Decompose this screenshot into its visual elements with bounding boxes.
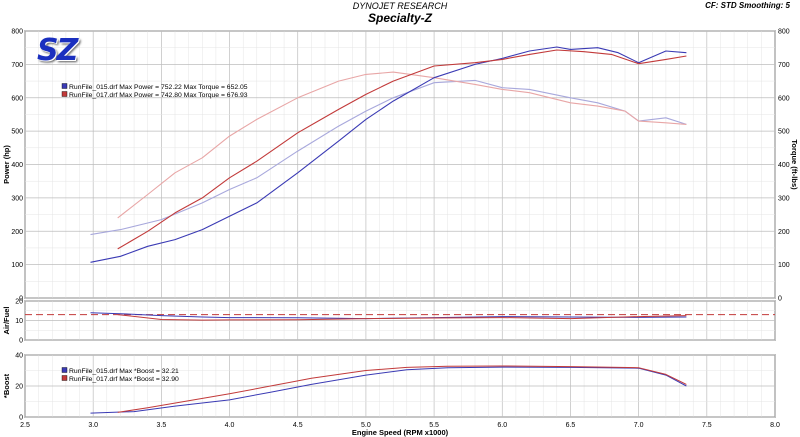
y2-axis-label-power-torque: Torque (ft-lbs): [790, 139, 799, 190]
y2-tick-label-power-torque: 700: [778, 62, 790, 69]
power-legend-swatch: [61, 83, 68, 89]
sz-logo: SZ: [37, 34, 111, 68]
x-tick-label: 4.0: [225, 422, 235, 429]
y-tick-label-air-fuel: 10: [15, 318, 23, 325]
y-tick-label-power-torque: 200: [11, 229, 23, 236]
y2-tick-label-power-torque: 200: [778, 229, 790, 236]
power-legend-entry: RunFile_017.drf Max Power = 742.80 Max T…: [69, 92, 248, 99]
y-tick-label-power-torque: 700: [11, 62, 23, 69]
afr-line-run17: [117, 314, 687, 321]
y-tick-label-air-fuel: 0: [19, 338, 23, 345]
y2-tick-label-power-torque: 500: [778, 129, 790, 136]
x-tick-label: 5.5: [429, 422, 439, 429]
x-tick-label: 2.5: [20, 422, 30, 429]
y-tick-label-power-torque: 800: [11, 29, 23, 36]
y2-tick-label-power-torque: 800: [778, 29, 790, 36]
y-tick-label-power-torque: 600: [11, 95, 23, 102]
boost-legend-entry: RunFile_015.drf Max *Boost = 32.21: [69, 368, 179, 375]
y-tick-label-power-torque: 0: [19, 296, 23, 303]
chart-title: Specialty-Z: [367, 11, 433, 25]
dyno-settings: CF: STD Smoothing: 5: [705, 1, 790, 10]
logo-text: SZ: [37, 33, 78, 68]
boost-legend-swatch: [61, 375, 68, 381]
y-axis-label-boost: *Boost: [2, 373, 11, 398]
y-tick-label-air-fuel: 20: [15, 299, 23, 306]
y-tick-label-power-torque: 400: [11, 162, 23, 169]
power-line-run15: [90, 46, 687, 263]
x-tick-label: 4.5: [293, 422, 303, 429]
y-tick-label-boost: 20: [15, 384, 23, 391]
x-tick-label: 6.0: [497, 422, 507, 429]
y-tick-label-power-torque: 100: [11, 262, 23, 269]
afr-line-run15: [90, 312, 687, 320]
y2-tick-label-power-torque: 100: [778, 262, 790, 269]
x-tick-label: 7.0: [634, 422, 644, 429]
y-tick-label-power-torque: 300: [11, 195, 23, 202]
y-tick-label-boost: 0: [19, 415, 23, 422]
x-tick-label: 8.0: [770, 422, 780, 429]
x-tick-label: 7.5: [702, 422, 712, 429]
y2-tick-label-power-torque: 300: [778, 195, 790, 202]
report-header: DYNOJET RESEARCH Specialty-Z CF: STD Smo…: [0, 0, 800, 30]
y-tick-label-boost: 40: [15, 353, 23, 360]
boost-legend-swatch: [61, 367, 68, 373]
x-axis-label: Engine Speed (RPM x1000): [352, 428, 449, 437]
company-name: DYNOJET RESEARCH: [352, 1, 448, 11]
y-tick-label-power-torque: 500: [11, 129, 23, 136]
power-legend-swatch: [61, 91, 68, 97]
x-tick-label: 5.0: [361, 422, 371, 429]
y2-tick-label-power-torque: 0: [778, 296, 782, 303]
x-tick-label: 3.0: [88, 422, 98, 429]
y-axis-label-power-torque: Power (hp): [2, 145, 11, 184]
y2-tick-label-power-torque: 400: [778, 162, 790, 169]
y-axis-label-air-fuel: Air/Fuel: [2, 307, 11, 335]
power-line-run17: [117, 49, 687, 250]
y2-tick-label-power-torque: 600: [778, 95, 790, 102]
x-tick-label: 6.5: [566, 422, 576, 429]
boost-legend-entry: RunFile_017.drf Max *Boost = 32.90: [69, 376, 179, 383]
power-legend-entry: RunFile_015.drf Max Power = 752.22 Max T…: [69, 84, 248, 91]
x-tick-label: 3.5: [156, 422, 166, 429]
boost-line-run15: [90, 366, 687, 414]
boost-line-run17: [117, 365, 687, 413]
torque-line-run17: [117, 71, 687, 219]
